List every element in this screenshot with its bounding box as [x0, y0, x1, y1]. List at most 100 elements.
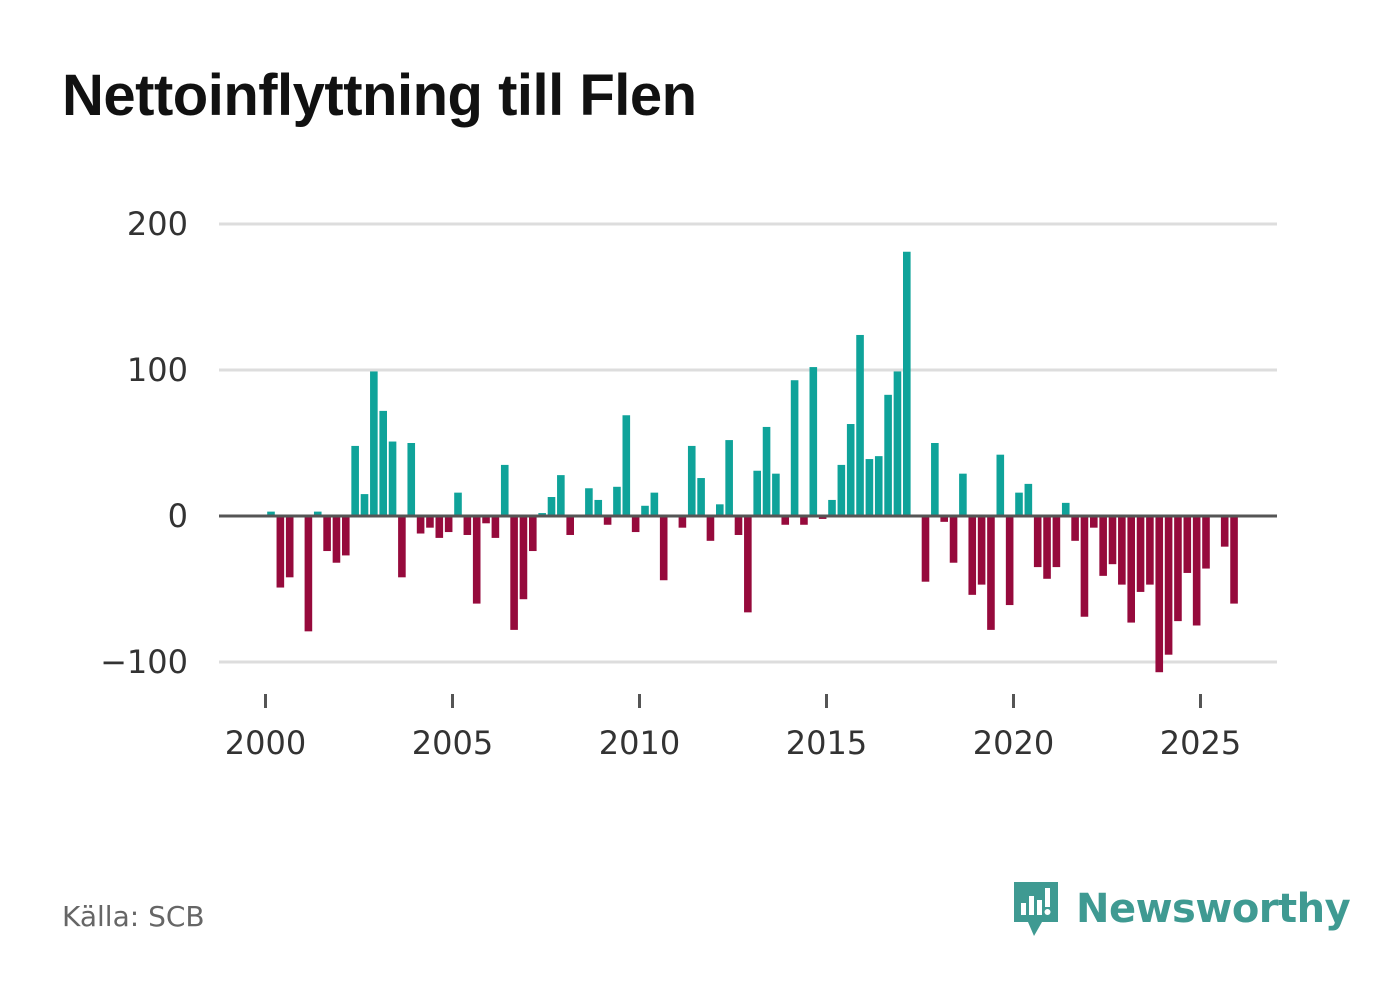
- bar-2005-q1: [454, 492, 462, 516]
- bar-2021-q3: [1071, 516, 1079, 541]
- bar-2015-q1: [828, 499, 836, 516]
- bar-2003-q4: [407, 443, 416, 516]
- bar-2025-q3: [1220, 516, 1229, 547]
- bar-2007-q1: [529, 516, 537, 552]
- y-tick-label: 100: [127, 351, 188, 389]
- bar-2009-q1: [603, 516, 612, 525]
- bar-2023-q1: [1127, 516, 1135, 623]
- brand-name: Newsworthy: [1076, 886, 1351, 932]
- bar-2021-q1: [1052, 516, 1061, 568]
- x-tick-label: 2025: [1160, 724, 1241, 762]
- bar-2007-q4: [557, 475, 565, 516]
- bar-2019-q1: [977, 516, 986, 585]
- bar-2020-q3: [1033, 516, 1042, 568]
- bar-2021-q4: [1080, 516, 1089, 617]
- x-tick-label: 2020: [973, 724, 1054, 762]
- bar-2017-q3: [921, 516, 930, 582]
- bar-2016-q2: [874, 456, 883, 516]
- bar-2013-q1: [753, 470, 761, 516]
- bar-2004-q1: [416, 516, 425, 534]
- bar-2014-q1: [790, 380, 799, 516]
- bar-2022-q3: [1108, 516, 1117, 565]
- bar-2000-q1: [267, 511, 275, 516]
- bar-2011-q3: [697, 478, 705, 516]
- bar-2006-q4: [519, 516, 528, 600]
- bar-2022-q4: [1118, 516, 1126, 585]
- bar-2006-q3: [510, 516, 518, 630]
- bar-2017-q4: [931, 443, 939, 516]
- bar-2015-q4: [856, 334, 864, 516]
- bar-2006-q1: [491, 516, 500, 538]
- bar-2020-q1: [1015, 492, 1023, 516]
- bar-2013-q2: [762, 426, 771, 516]
- bar-2018-q2: [949, 516, 958, 563]
- bar-2024-q1: [1164, 516, 1173, 655]
- bar-2002-q3: [360, 494, 369, 516]
- source-credit: Källa: SCB: [62, 900, 205, 933]
- bar-2009-q3: [622, 415, 631, 516]
- bar-2012-q2: [725, 440, 733, 516]
- x-tick-label: 2015: [786, 724, 867, 762]
- bar-2005-q3: [472, 516, 481, 604]
- bar-2001-q4: [332, 516, 341, 563]
- bar-2019-q4: [1005, 516, 1014, 606]
- x-tick-label: 2005: [412, 724, 493, 762]
- bar-2020-q2: [1024, 483, 1033, 516]
- bar-2013-q4: [781, 516, 790, 525]
- bar-2001-q1: [304, 516, 313, 632]
- bar-2010-q2: [650, 492, 659, 516]
- bar-2003-q3: [398, 516, 406, 578]
- bar-2022-q1: [1090, 516, 1098, 528]
- newsworthy-logo-icon: [1014, 882, 1058, 936]
- bar-2023-q4: [1155, 516, 1164, 673]
- bar-2014-q2: [800, 516, 808, 525]
- bar-2011-q2: [687, 445, 696, 516]
- bar-2010-q1: [641, 505, 649, 516]
- bar-2005-q4: [482, 516, 490, 524]
- bar-2012-q3: [734, 516, 743, 535]
- bar-2023-q3: [1146, 516, 1154, 585]
- y-tick-label: −100: [100, 643, 188, 681]
- bar-2009-q2: [613, 486, 621, 516]
- bar-2008-q3: [585, 488, 593, 516]
- x-tick-label: 2010: [599, 724, 680, 762]
- bar-2024-q4: [1192, 516, 1201, 626]
- brand-logo[interactable]: Newsworthy: [1010, 878, 1351, 940]
- bar-2024-q2: [1174, 516, 1182, 622]
- bar-2010-q3: [659, 516, 668, 581]
- bar-2015-q2: [837, 464, 846, 516]
- chart-title: Nettoinflyttning till Flen: [62, 63, 697, 128]
- bar-2024-q3: [1183, 516, 1192, 573]
- bar-2020-q4: [1043, 516, 1051, 579]
- bar-2003-q2: [388, 441, 397, 516]
- bar-2016-q4: [893, 371, 902, 516]
- bar-2008-q4: [594, 499, 603, 516]
- y-tick-label: 200: [127, 205, 188, 243]
- bar-series: [267, 251, 1238, 673]
- bar-2025-q1: [1202, 516, 1210, 569]
- bar-2002-q1: [342, 516, 350, 556]
- bar-2004-q2: [426, 516, 434, 528]
- bar-2001-q3: [323, 516, 331, 552]
- bar-2000-q3: [285, 516, 294, 578]
- bar-2004-q3: [435, 516, 444, 538]
- bar-2012-q1: [716, 504, 724, 516]
- bar-2018-q3: [959, 473, 967, 516]
- bar-2002-q2: [351, 445, 359, 516]
- y-tick-label: 0: [168, 497, 188, 535]
- bar-2017-q1: [903, 251, 911, 517]
- bar-2022-q2: [1099, 516, 1107, 576]
- bar-2018-q4: [968, 516, 977, 595]
- bar-2006-q2: [500, 464, 509, 516]
- bar-2005-q2: [463, 516, 472, 535]
- bar-2007-q3: [547, 497, 556, 516]
- bar-2001-q2: [313, 511, 322, 516]
- bar-2019-q2: [987, 516, 995, 630]
- y-axis: −100 0 100 200: [100, 205, 188, 681]
- bar-2003-q1: [379, 410, 387, 516]
- x-tick-label: 2000: [225, 724, 306, 762]
- x-axis: 2000 2005 2010 2015 2020 2025: [225, 694, 1241, 762]
- bar-2004-q4: [444, 516, 453, 533]
- bar-2014-q3: [809, 367, 818, 516]
